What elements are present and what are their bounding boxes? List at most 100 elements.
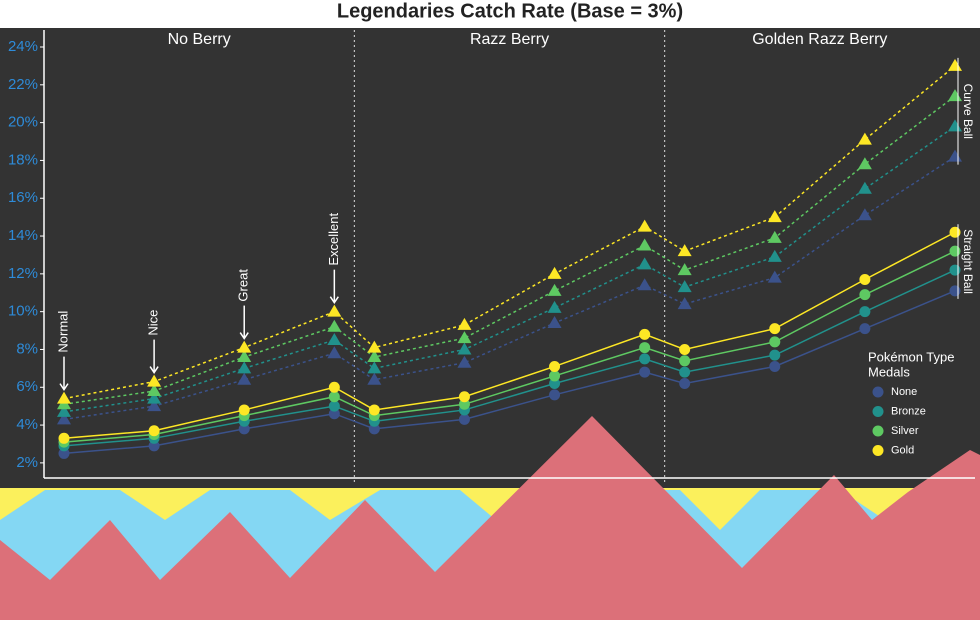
marker bbox=[767, 270, 782, 283]
marker bbox=[457, 355, 472, 368]
marker bbox=[637, 278, 652, 291]
legend-swatch bbox=[872, 386, 884, 398]
marker bbox=[147, 374, 162, 387]
series-line bbox=[63, 231, 956, 440]
marker bbox=[857, 132, 872, 145]
marker bbox=[639, 366, 651, 378]
y-tick-label: 24% bbox=[8, 38, 38, 55]
marker bbox=[457, 342, 472, 355]
marker bbox=[859, 306, 871, 318]
marker bbox=[57, 412, 71, 425]
marker bbox=[327, 333, 342, 346]
marker bbox=[237, 340, 252, 353]
marker bbox=[677, 280, 692, 293]
annotation-arrowhead bbox=[329, 296, 339, 305]
marker bbox=[767, 249, 782, 262]
marker bbox=[458, 391, 470, 403]
y-tick-label: 4% bbox=[16, 416, 38, 433]
y-tick-label: 12% bbox=[8, 265, 38, 282]
marker bbox=[457, 331, 472, 344]
y-tick-label: 2% bbox=[16, 454, 38, 471]
marker bbox=[679, 343, 691, 355]
marker bbox=[637, 238, 652, 251]
y-tick-label: 16% bbox=[8, 189, 38, 206]
marker bbox=[949, 226, 961, 238]
marker bbox=[767, 230, 782, 243]
marker bbox=[367, 372, 382, 385]
marker bbox=[547, 283, 562, 296]
legend-label: Silver bbox=[891, 425, 919, 437]
marker bbox=[368, 423, 380, 435]
marker bbox=[147, 391, 162, 404]
marker bbox=[367, 340, 382, 353]
annotation-arrowhead bbox=[239, 332, 249, 340]
marker bbox=[857, 157, 872, 170]
marker bbox=[639, 328, 651, 340]
marker bbox=[769, 336, 781, 348]
marker bbox=[639, 353, 651, 365]
marker bbox=[767, 210, 782, 223]
marker bbox=[549, 360, 561, 372]
marker bbox=[857, 181, 872, 194]
marker bbox=[637, 219, 652, 232]
legend-label: Gold bbox=[891, 444, 914, 456]
marker bbox=[367, 361, 382, 374]
marker bbox=[237, 361, 252, 374]
marker bbox=[677, 297, 692, 310]
marker bbox=[677, 263, 692, 276]
marker bbox=[458, 398, 470, 410]
annotation-arrowhead bbox=[59, 383, 69, 391]
marker bbox=[857, 208, 872, 221]
y-tick-label: 8% bbox=[16, 340, 38, 357]
marker bbox=[679, 366, 691, 378]
panel-label: Golden Razz Berry bbox=[752, 31, 887, 48]
legend-swatch bbox=[872, 406, 884, 417]
marker bbox=[328, 400, 340, 412]
annotation: Excellent bbox=[326, 213, 341, 266]
marker bbox=[549, 370, 561, 382]
marker bbox=[237, 372, 252, 385]
marker bbox=[58, 432, 70, 444]
marker bbox=[58, 447, 70, 459]
legend-title: Pokémon Type bbox=[868, 349, 954, 364]
annotation: Great bbox=[236, 269, 251, 302]
marker bbox=[458, 413, 470, 425]
legend-label: None bbox=[891, 386, 917, 398]
y-tick-label: 22% bbox=[8, 76, 38, 93]
y-tick-label: 6% bbox=[16, 378, 38, 395]
annotation: Normal bbox=[55, 311, 70, 353]
annotation: Nice bbox=[146, 310, 161, 336]
marker bbox=[238, 423, 250, 435]
marker bbox=[859, 274, 871, 286]
marker bbox=[949, 285, 961, 297]
marker bbox=[328, 381, 340, 393]
plot-background bbox=[0, 28, 980, 490]
facet-label: Curve Ball bbox=[961, 84, 975, 139]
marker bbox=[147, 384, 162, 397]
facet-label: Straight Ball bbox=[961, 229, 975, 294]
panel-label: Razz Berry bbox=[470, 31, 549, 48]
decor-mountains bbox=[0, 416, 980, 620]
marker bbox=[547, 315, 562, 328]
series-line bbox=[63, 125, 956, 413]
decoration bbox=[0, 416, 980, 620]
legend-label: Bronze bbox=[891, 405, 926, 417]
series-line bbox=[63, 250, 956, 443]
series-line bbox=[63, 290, 956, 455]
marker bbox=[237, 350, 252, 363]
marker bbox=[147, 399, 162, 412]
legend-swatch bbox=[872, 425, 884, 437]
marker bbox=[148, 425, 160, 437]
y-tick-label: 20% bbox=[8, 114, 38, 131]
legend-swatch bbox=[872, 445, 884, 456]
y-tick-label: 18% bbox=[8, 151, 38, 168]
marker bbox=[679, 355, 691, 367]
marker bbox=[328, 408, 340, 420]
panel-label: No Berry bbox=[168, 31, 231, 48]
marker bbox=[327, 319, 342, 332]
series-line bbox=[63, 156, 956, 421]
marker bbox=[457, 317, 472, 330]
marker bbox=[549, 377, 561, 389]
marker bbox=[679, 377, 691, 389]
marker bbox=[549, 389, 561, 401]
